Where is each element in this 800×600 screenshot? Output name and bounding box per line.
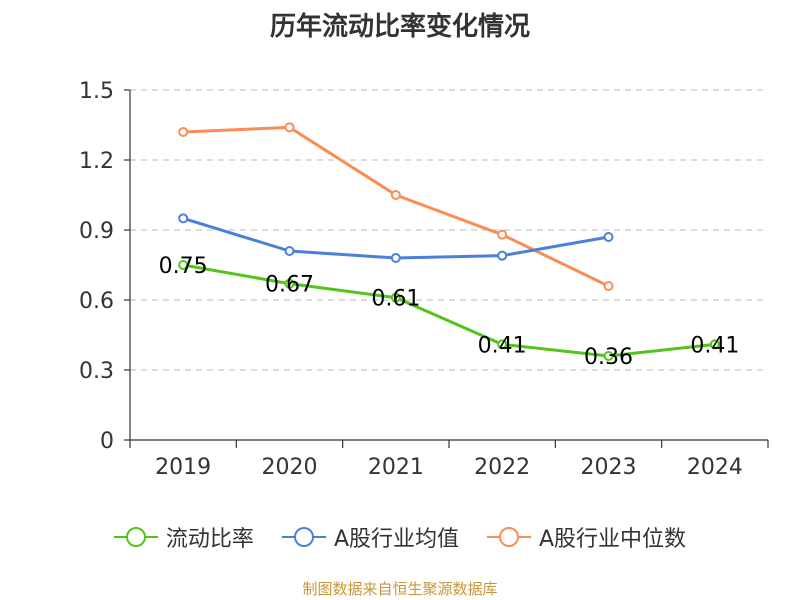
data-point [178, 260, 189, 270]
x-tick-label: 2022 [474, 455, 530, 480]
x-tick-label: 2019 [155, 455, 211, 480]
data-point [497, 229, 508, 240]
data-point [603, 232, 614, 242]
y-tick-label: 1.2 [79, 149, 114, 174]
data-point [390, 190, 401, 200]
data-point [390, 253, 401, 263]
y-tick-label: 0.9 [79, 219, 114, 244]
legend-line-marker-icon [281, 527, 326, 547]
data-point [284, 246, 295, 256]
series-line [182, 263, 715, 358]
series-line [182, 216, 609, 260]
y-tick-label: 0 [100, 429, 114, 454]
data-label: 0.67 [265, 273, 314, 298]
legend-line-marker-icon [113, 527, 158, 547]
data-point [284, 278, 295, 289]
data-label: 0.41 [690, 333, 739, 358]
data-point [497, 339, 508, 350]
legend-item-industry-median[interactable]: A股行业中位数 [487, 521, 686, 553]
legend-label: 流动比率 [165, 527, 254, 552]
data-point [497, 250, 508, 261]
data-point [709, 339, 720, 350]
x-tick-label: 2024 [687, 455, 743, 480]
legend: 流动比率 A股行业均值 A股行业中位数 [0, 517, 800, 557]
y-tick-label: 1.5 [79, 79, 114, 104]
data-source-note: 制图数据来自恒生聚源数据库 [302, 580, 498, 598]
data-point [284, 122, 295, 133]
legend-label: A股行业均值 [333, 527, 459, 552]
y-tick-label: 0.6 [79, 289, 114, 314]
x-tick-label: 2023 [581, 455, 637, 480]
chart-title: 历年流动比率变化情况 [269, 12, 530, 42]
data-point [390, 292, 401, 303]
legend-label: A股行业中位数 [539, 527, 687, 552]
data-label: 0.36 [584, 345, 633, 370]
data-label: 0.61 [371, 287, 420, 312]
legend-line-marker-icon [487, 527, 531, 547]
data-point [603, 351, 614, 361]
x-tick-label: 2021 [368, 455, 424, 480]
data-point [178, 213, 189, 224]
data-label: 0.75 [159, 254, 208, 279]
data-label: 0.41 [478, 333, 527, 358]
data-point [178, 127, 189, 137]
legend-item-industry-mean[interactable]: A股行业均值 [281, 521, 459, 553]
data-point [603, 281, 614, 291]
y-tick-label: 0.3 [79, 359, 114, 384]
legend-item-current-ratio[interactable]: 流动比率 [113, 521, 254, 553]
x-tick-label: 2020 [262, 455, 318, 480]
